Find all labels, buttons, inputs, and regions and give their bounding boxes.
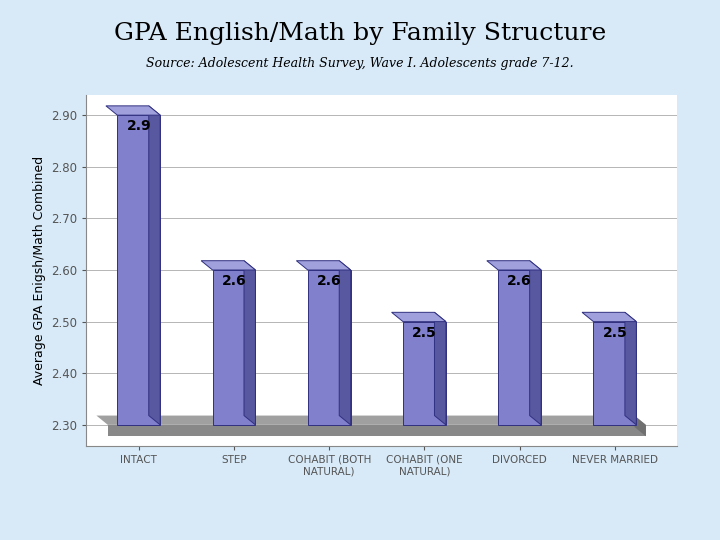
Text: 2.5: 2.5 [412, 326, 437, 340]
Polygon shape [339, 261, 351, 425]
Polygon shape [487, 261, 541, 270]
Polygon shape [201, 261, 256, 270]
Polygon shape [582, 312, 636, 322]
Text: 2.6: 2.6 [508, 274, 532, 288]
Polygon shape [625, 312, 636, 425]
Bar [307, 270, 351, 425]
Bar [498, 270, 541, 425]
Text: Source: Adolescent Health Survey, Wave I. Adolescents grade 7-12.: Source: Adolescent Health Survey, Wave I… [146, 57, 574, 70]
Polygon shape [530, 261, 541, 425]
Polygon shape [106, 106, 160, 115]
Bar [593, 322, 636, 425]
Bar [108, 425, 646, 436]
Bar [117, 115, 160, 425]
Polygon shape [244, 261, 256, 425]
Polygon shape [297, 261, 351, 270]
Text: 2.5: 2.5 [603, 326, 627, 340]
Y-axis label: Average GPA Enigsh/Math Combined: Average GPA Enigsh/Math Combined [32, 156, 45, 384]
Bar [212, 270, 256, 425]
Polygon shape [434, 312, 446, 425]
Polygon shape [149, 106, 160, 425]
Text: GPA English/Math by Family Structure: GPA English/Math by Family Structure [114, 22, 606, 45]
Bar [403, 322, 446, 425]
Text: 2.6: 2.6 [222, 274, 246, 288]
Text: 2.9: 2.9 [127, 119, 151, 133]
Polygon shape [392, 312, 446, 322]
Polygon shape [634, 416, 646, 436]
Text: 2.6: 2.6 [317, 274, 341, 288]
Polygon shape [96, 416, 646, 425]
